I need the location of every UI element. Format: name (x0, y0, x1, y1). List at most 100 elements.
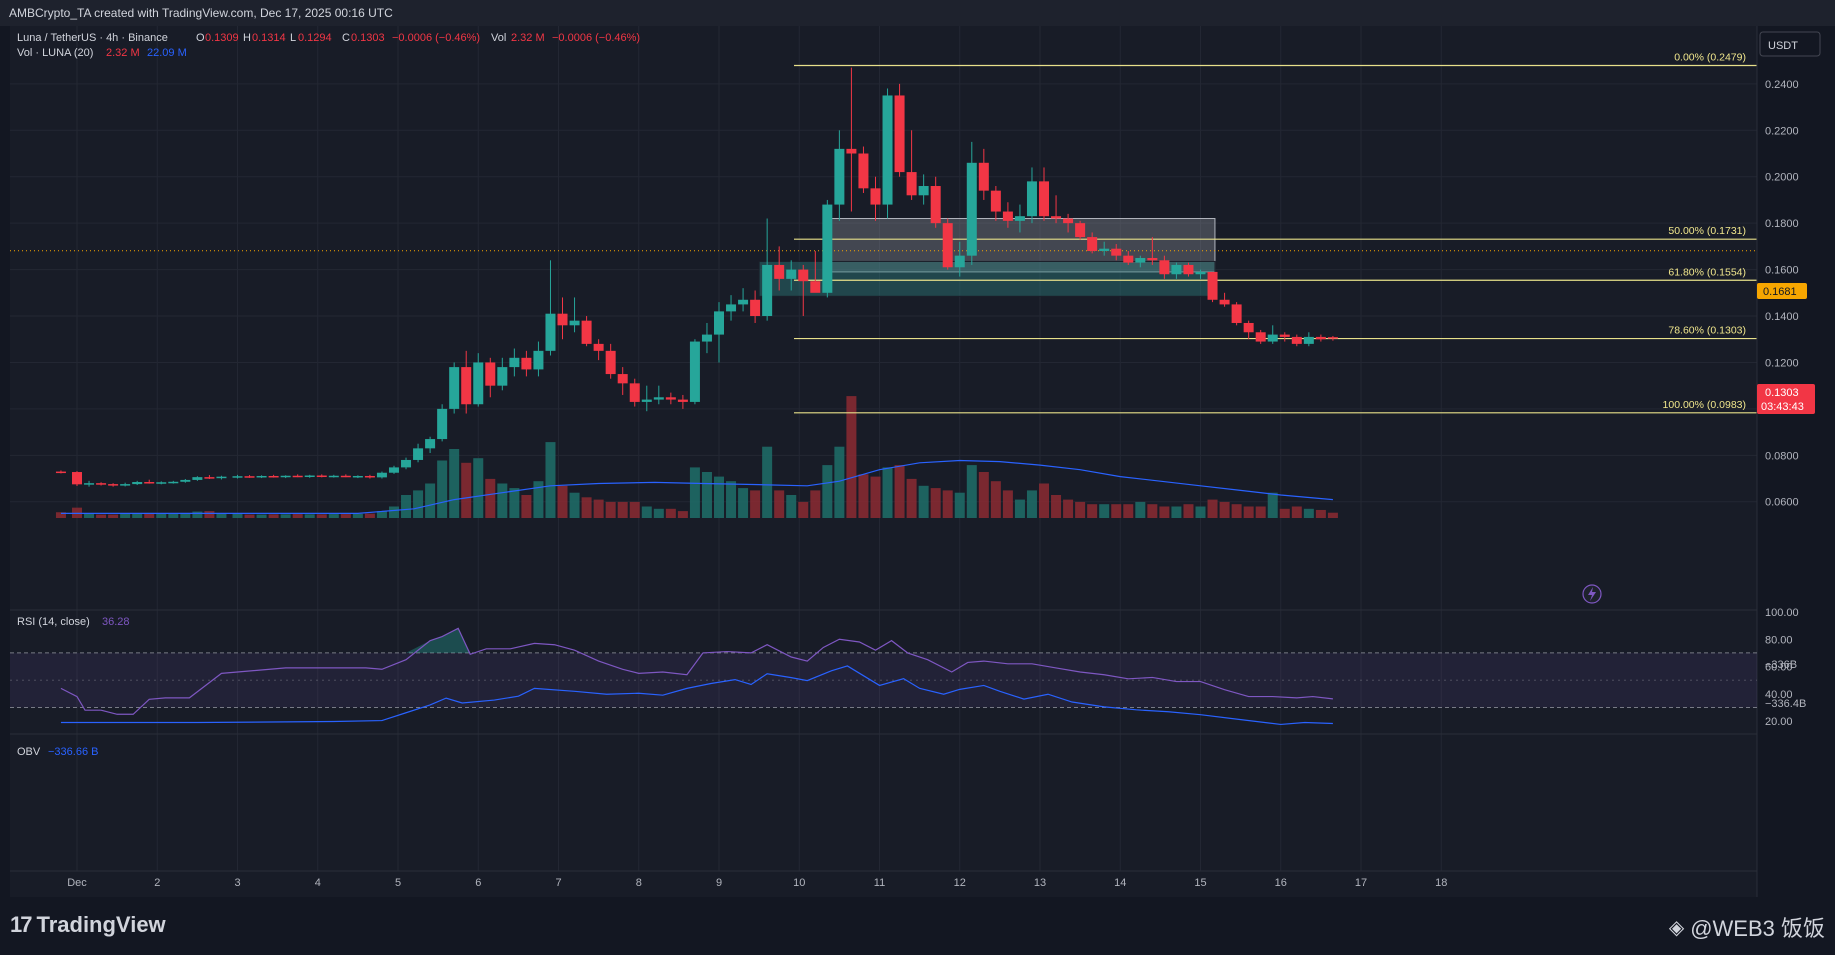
volume-bar (1111, 504, 1122, 518)
rsi-axis[interactable]: 100.00 80.00 60.00 40.00 20.00 (1765, 607, 1799, 728)
rsi-axis-tick: 40.00 (1765, 689, 1793, 701)
obv-line (60, 665, 1333, 726)
candle-body (84, 483, 95, 485)
legend-h-label: H (243, 32, 251, 44)
time-axis-tick: 15 (1194, 877, 1206, 889)
volume-bar (1219, 501, 1230, 518)
volume-bar (798, 501, 809, 518)
legend-c-label: C (342, 32, 350, 44)
candle-body (1183, 264, 1194, 275)
volume-bar (1303, 508, 1314, 518)
price-axis-tick: 0.0800 (1765, 450, 1799, 462)
candle-body (533, 350, 544, 370)
currency-badge[interactable]: USDT (1759, 31, 1821, 57)
volume-bar (1243, 506, 1254, 518)
time-axis-tick: 7 (555, 877, 561, 889)
candle-body (942, 223, 953, 268)
tradingview-logo[interactable]: 17 TradingView (10, 912, 166, 938)
candle-body (244, 476, 255, 478)
volume-bar (918, 485, 929, 518)
volume-bar (425, 483, 436, 518)
candle-body (822, 204, 833, 293)
candle-body (1111, 248, 1122, 256)
obv-legend-label[interactable]: OBV (17, 746, 41, 758)
candle-body (629, 383, 640, 402)
volume-bar (180, 512, 191, 518)
volume-bar (352, 513, 363, 518)
currency-badge-text: USDT (1768, 40, 1798, 52)
legend-vol-label: Vol (491, 32, 506, 44)
time-axis-tick: 2 (154, 877, 160, 889)
main-legend: Luna / TetherUS · 4h · Binance O 0.1309 … (17, 32, 640, 59)
candles-layer (55, 67, 1338, 487)
volume-bar (762, 446, 773, 518)
volume-bar (882, 467, 893, 518)
candle-body (1171, 264, 1182, 275)
volume-bar (894, 465, 905, 518)
volume-bar (232, 513, 243, 518)
time-axis-tick: 11 (874, 877, 885, 889)
candle-body (1051, 216, 1062, 219)
time-axis-tick: 9 (716, 877, 722, 889)
candle-body (204, 477, 215, 479)
volume-bar (641, 506, 652, 518)
candle-body (906, 172, 917, 196)
volume-bar (665, 508, 676, 518)
volume-bar (316, 514, 327, 518)
volume-bar (978, 472, 989, 518)
time-axis-tick: 16 (1275, 877, 1287, 889)
candle-body (316, 475, 327, 478)
volume-bar (1087, 504, 1098, 518)
candle-body (653, 397, 664, 400)
volume-bar (906, 478, 917, 518)
volume-bar (108, 514, 119, 518)
volume-bars (55, 396, 1338, 518)
fib-label: 100.00% (0.0983) (1663, 399, 1746, 411)
candle-body (930, 186, 941, 224)
fib-label: 50.00% (0.1731) (1668, 225, 1746, 237)
volume-bar (1195, 506, 1206, 518)
legend-vol-indicator-label[interactable]: Vol · LUNA (20) (17, 47, 93, 59)
candle-body (738, 299, 749, 305)
candle-body (437, 408, 448, 440)
candle-body (834, 148, 845, 205)
rsi-axis-tick: 100.00 (1765, 607, 1799, 619)
volume-bar (1039, 483, 1050, 518)
candle-body (677, 399, 688, 402)
volume-bar (1183, 504, 1194, 518)
volume-bar (653, 508, 664, 518)
volume-bar (966, 465, 977, 518)
candle-body (1123, 255, 1134, 263)
volume-bar (810, 490, 821, 518)
price-axis-tick: 0.1800 (1765, 218, 1799, 230)
rsi-legend-label[interactable]: RSI (14, close) (17, 616, 90, 628)
volume-bar (786, 495, 797, 518)
candle-body (1026, 181, 1037, 217)
rsi-line (60, 627, 1333, 715)
legend-change: −0.0006 (−0.46%) (392, 32, 480, 44)
rsi-pane (10, 627, 1757, 715)
binance-diamond-icon: ◈ (1668, 916, 1685, 939)
lightning-icon[interactable] (1582, 584, 1602, 604)
candle-body (216, 476, 227, 479)
candle-body (232, 476, 243, 478)
volume-bar (569, 492, 580, 518)
volume-bar (545, 442, 556, 518)
legend-vol-indicator-ma: 22.09 M (147, 47, 187, 59)
volume-bar (726, 481, 737, 518)
candle-body (1135, 257, 1146, 263)
volume-bar (533, 481, 544, 518)
volume-bar (168, 513, 179, 518)
time-axis[interactable]: Dec 2 3 4 5 6 7 8 9 10 11 12 13 14 15 16 17 18 (67, 877, 1447, 889)
chart-area[interactable]: 0.00% (0.2479) 50.00% (0.1731) 61.80% (0.1… (0, 26, 1835, 897)
last-price-tag: 0.1303 03:43:43 (1757, 384, 1815, 414)
time-axis-tick: 5 (395, 877, 401, 889)
candle-body (1099, 248, 1110, 252)
volume-bar (1147, 504, 1158, 518)
legend-symbol[interactable]: Luna / TetherUS · 4h · Binance (17, 32, 168, 44)
candle-body (1327, 337, 1338, 339)
obv-axis[interactable]: −336B −336.4B (1765, 659, 1806, 710)
candle-body (401, 459, 412, 468)
volume-bar (605, 501, 616, 518)
candle-body (774, 264, 785, 279)
